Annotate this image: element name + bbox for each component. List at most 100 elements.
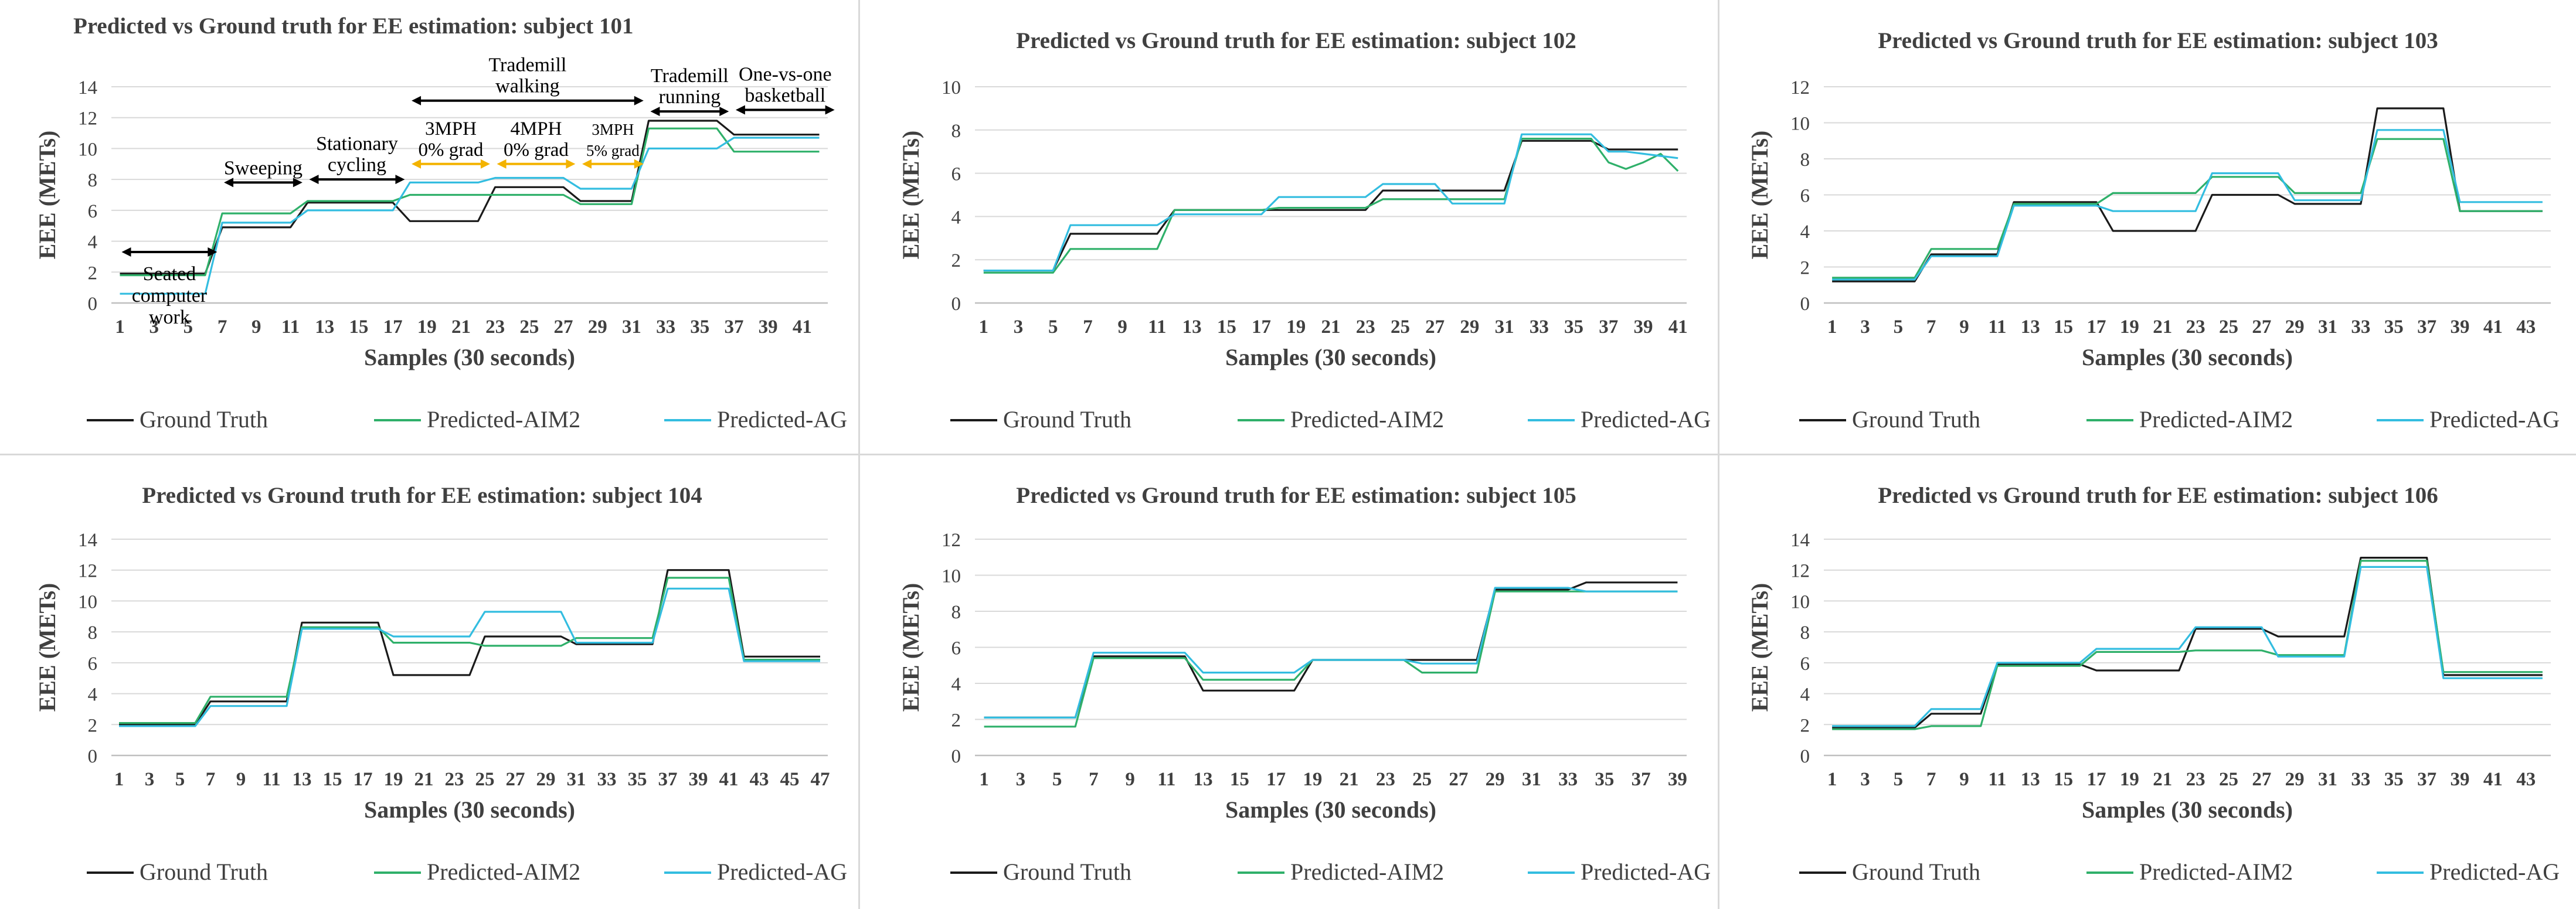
- vertical-divider-left: [858, 0, 860, 909]
- x-tick-label: 1: [979, 316, 989, 338]
- x-tick-label: 29: [2285, 316, 2305, 338]
- y-tick-label: 14: [78, 77, 97, 98]
- series-line-predicted-ag: [983, 133, 1678, 272]
- y-axis-title: EEE (METs): [34, 131, 60, 260]
- annotation-label: Stationary: [316, 133, 398, 155]
- y-tick-label: 8: [1800, 622, 1810, 644]
- x-tick-label: 23: [1376, 769, 1395, 790]
- x-tick-label: 37: [1632, 769, 1651, 790]
- annotation-arrowhead-left: [412, 159, 422, 169]
- y-tick-label: 0: [951, 294, 961, 315]
- y-axis-title: EEE (METs): [898, 583, 924, 712]
- x-tick-label: 25: [519, 316, 539, 338]
- x-tick-label: 35: [1564, 316, 1583, 338]
- y-tick-label: 0: [1800, 294, 1810, 315]
- x-tick-label: 17: [2087, 316, 2106, 338]
- x-tick-label: 41: [719, 769, 739, 790]
- x-tick-label: 17: [2087, 769, 2106, 790]
- legend-label-predicted-ag: Predicted-AG: [717, 406, 847, 433]
- x-tick-label: 29: [2285, 769, 2305, 790]
- x-tick-label: 19: [2120, 316, 2139, 338]
- x-tick-label: 19: [2120, 769, 2139, 790]
- x-tick-label: 7: [218, 316, 227, 338]
- series-line-predicted-aim2: [983, 138, 1679, 274]
- x-tick-label: 17: [383, 316, 403, 338]
- x-tick-label: 35: [628, 769, 647, 790]
- x-tick-label: 17: [1252, 316, 1271, 338]
- x-tick-label: 5: [183, 316, 193, 338]
- y-tick-label: 6: [951, 164, 961, 185]
- x-tick-label: 27: [1425, 316, 1445, 338]
- y-tick-label: 2: [951, 250, 961, 271]
- x-tick-label: 11: [1988, 769, 2006, 790]
- series-line-predicted-ag: [984, 587, 1678, 719]
- x-tick-label: 35: [2384, 316, 2404, 338]
- chart-panel-subject-102: Predicted vs Ground truth for EE estimat…: [898, 28, 1711, 433]
- y-tick-label: 4: [1800, 685, 1810, 706]
- x-tick-label: 39: [1633, 316, 1653, 338]
- x-tick-label: 3: [1016, 769, 1026, 790]
- y-tick-label: 4: [951, 674, 961, 695]
- x-tick-label: 31: [1495, 316, 1514, 338]
- annotation-arrowhead-left: [582, 159, 592, 169]
- series-line-ground-truth: [1832, 557, 2543, 729]
- y-tick-label: 4: [88, 685, 98, 706]
- x-tick-label: 37: [2417, 769, 2436, 790]
- x-tick-label: 13: [293, 769, 312, 790]
- y-axis-title: EEE (METs): [34, 583, 60, 712]
- chart-panel-subject-105: Predicted vs Ground truth for EE estimat…: [898, 483, 1711, 885]
- legend-label-ground-truth: Ground Truth: [1003, 406, 1131, 433]
- y-tick-label: 4: [951, 207, 961, 228]
- y-tick-label: 2: [1800, 258, 1810, 279]
- legend-label-predicted-ag: Predicted-AG: [717, 859, 847, 885]
- x-tick-label: 1: [1827, 316, 1837, 338]
- y-tick-label: 8: [951, 121, 961, 142]
- x-tick-label: 41: [2483, 769, 2503, 790]
- chart-title: Predicted vs Ground truth for EE estimat…: [1016, 483, 1576, 508]
- x-axis-title: Samples (30 seconds): [1225, 796, 1436, 823]
- x-tick-label: 13: [2021, 769, 2040, 790]
- x-tick-label: 33: [1530, 316, 1549, 338]
- series-line-predicted-ag: [120, 137, 820, 295]
- x-tick-label: 29: [1460, 316, 1479, 338]
- x-tick-label: 43: [750, 769, 769, 790]
- x-tick-label: 33: [1558, 769, 1578, 790]
- legend-label-ground-truth: Ground Truth: [140, 859, 268, 885]
- x-tick-label: 13: [2021, 316, 2040, 338]
- x-tick-label: 19: [417, 316, 437, 338]
- x-tick-label: 25: [475, 769, 495, 790]
- series-line-predicted-ag: [1832, 129, 2543, 281]
- legend-label-predicted-aim2: Predicted-AIM2: [427, 406, 580, 433]
- legend-label-predicted-aim2: Predicted-AIM2: [1290, 859, 1444, 885]
- x-tick-label: 23: [2186, 769, 2205, 790]
- x-axis-title: Samples (30 seconds): [1225, 344, 1436, 370]
- annotation-label: walking: [495, 76, 560, 97]
- y-tick-label: 12: [78, 108, 97, 130]
- annotation-label: cycling: [328, 154, 386, 176]
- legend-label-predicted-ag: Predicted-AG: [1581, 406, 1711, 433]
- x-tick-label: 7: [1089, 769, 1099, 790]
- y-axis-title: EEE (METs): [898, 131, 924, 260]
- x-tick-label: 17: [1266, 769, 1286, 790]
- series-line-ground-truth: [119, 569, 820, 726]
- x-tick-label: 39: [2451, 769, 2470, 790]
- x-tick-label: 3: [1014, 316, 1024, 338]
- annotation-arrowhead-left: [309, 175, 319, 185]
- y-tick-label: 10: [78, 139, 97, 160]
- annotation-label: Sweeping: [224, 157, 303, 179]
- vertical-divider-right: [1718, 0, 1719, 909]
- chart-title: Predicted vs Ground truth for EE estimat…: [1878, 28, 2438, 53]
- x-tick-label: 19: [1286, 316, 1306, 338]
- x-tick-label: 31: [622, 316, 641, 338]
- y-tick-label: 0: [88, 746, 98, 767]
- annotation-label: computer: [132, 285, 208, 307]
- x-tick-label: 21: [2153, 316, 2172, 338]
- x-tick-label: 13: [1194, 769, 1213, 790]
- y-tick-label: 0: [88, 294, 98, 315]
- x-tick-label: 15: [1217, 316, 1236, 338]
- x-tick-label: 21: [414, 769, 434, 790]
- series-line-ground-truth: [1832, 107, 2543, 282]
- x-tick-label: 25: [2219, 769, 2238, 790]
- x-tick-label: 5: [1894, 769, 1904, 790]
